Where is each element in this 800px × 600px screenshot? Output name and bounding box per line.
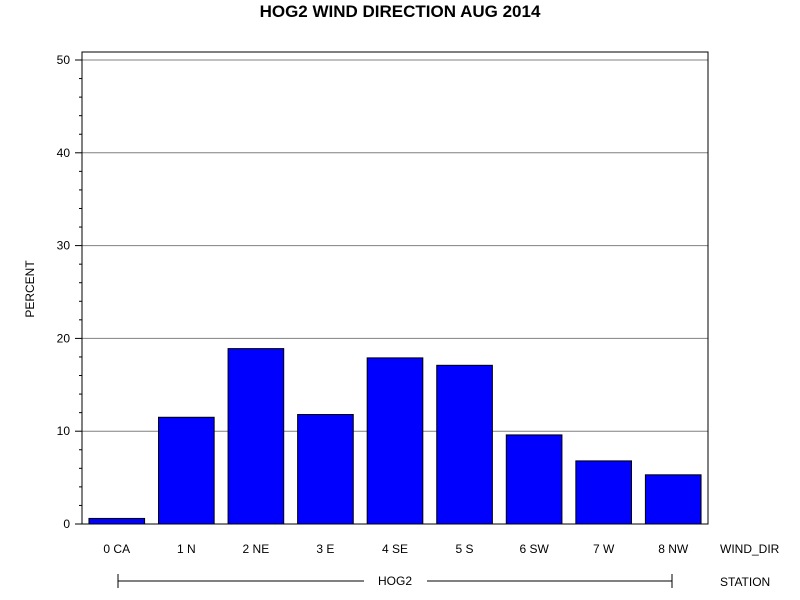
x-tick-label-1-n: 1 N: [177, 542, 196, 556]
y-tick-label-0: 0: [63, 517, 70, 531]
bar-4-se: [366, 357, 424, 525]
bar-7-w: [575, 460, 632, 525]
y-tick-label-40: 40: [57, 146, 71, 160]
x-tick-label-5-s: 5 S: [456, 542, 474, 556]
bar-2-ne: [227, 348, 285, 525]
y-tick-label-20: 20: [57, 331, 71, 345]
bar-1-n: [158, 416, 215, 525]
station-axis-title: STATION: [720, 575, 770, 589]
bar-5-s: [436, 364, 493, 525]
station-group-label: HOG2: [378, 574, 412, 588]
bar-0-ca: [88, 517, 146, 525]
y-axis: 0 10 20 30 40 50: [57, 53, 82, 531]
gridlines: [82, 59, 708, 432]
y-tick-label-10: 10: [57, 424, 71, 438]
bar-3-e: [297, 413, 354, 525]
x-tick-label-8-nw: 8 NW: [658, 542, 689, 556]
station-group-axis: HOG2 STATION: [117, 574, 770, 589]
y-axis-title: PERCENT: [23, 260, 37, 318]
x-tick-label-3-e: 3 E: [316, 542, 334, 556]
y-tick-label-50: 50: [57, 53, 71, 67]
chart-title: HOG2 WIND DIRECTION AUG 2014: [260, 2, 541, 21]
y-axis-minor-ticks: [79, 78, 82, 506]
x-axis: 0 CA 1 N 2 NE 3 E 4 SE 5 S 6 SW 7 W 8 NW: [103, 542, 688, 556]
bar-8-nw: [644, 474, 702, 525]
x-tick-label-6-sw: 6 SW: [519, 542, 549, 556]
x-tick-label-0-ca: 0 CA: [103, 542, 130, 556]
x-tick-label-7-w: 7 W: [593, 542, 615, 556]
bars: [88, 348, 702, 525]
bar-6-sw: [505, 434, 563, 525]
x-tick-label-4-se: 4 SE: [382, 542, 408, 556]
y-tick-label-30: 30: [57, 239, 71, 253]
x-axis-title: WIND_DIR: [720, 542, 780, 556]
x-tick-label-2-ne: 2 NE: [243, 542, 270, 556]
